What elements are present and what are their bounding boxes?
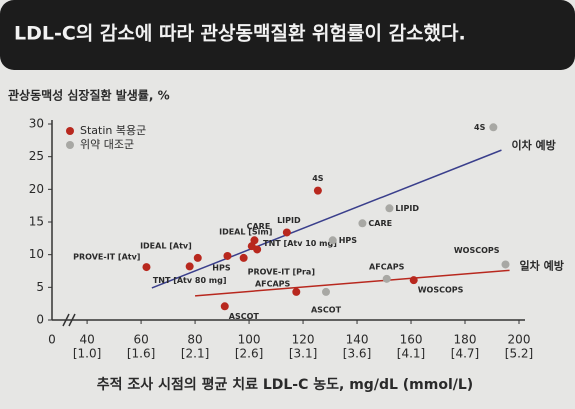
- trend-label: 일차 예방: [520, 258, 564, 272]
- x-tick-mmol: [1.6]: [127, 347, 155, 361]
- x-tick-label: 100: [238, 333, 261, 347]
- y-tick-label: 10: [29, 247, 44, 261]
- point-label: AFCAPS: [255, 279, 291, 288]
- x-tick-label: 180: [454, 333, 477, 347]
- point: [220, 302, 229, 311]
- point-label: 4S: [312, 174, 324, 183]
- point: [282, 228, 291, 237]
- x-tick-label: 120: [292, 333, 315, 347]
- point-label: AFCAPS: [369, 262, 405, 271]
- x-tick-mmol: [3.1]: [289, 347, 317, 361]
- point-label: HPS: [339, 236, 358, 245]
- point-label: WOSCOPS: [418, 286, 464, 295]
- y-tick-label: 30: [29, 117, 44, 131]
- chart-title: LDL-C의 감소에 따라 관상동맥질환 위험률이 감소했다.: [14, 23, 466, 45]
- point-label: HPS: [212, 263, 231, 272]
- x-tick-label: 140: [346, 333, 369, 347]
- x-tick-mmol: [2.6]: [235, 347, 263, 361]
- x-origin-label: 0: [48, 333, 56, 347]
- axis-break: [62, 313, 76, 327]
- point-label: LIPID: [395, 204, 419, 213]
- legend-swatch: [66, 127, 74, 135]
- point-label: WOSCOPS: [454, 246, 500, 255]
- x-tick-label: 200: [508, 333, 531, 347]
- point: [489, 123, 498, 132]
- point-label: IDEAL [Atv]: [140, 241, 192, 250]
- point: [223, 251, 232, 260]
- point: [292, 287, 301, 296]
- point: [358, 219, 367, 228]
- x-tick-mmol: [2.1]: [181, 347, 209, 361]
- point-label: CARE: [247, 222, 271, 231]
- y-tick-label: 0: [36, 313, 44, 327]
- x-axis-label: 추적 조사 시점의 평균 치료 LDL-C 농도, mg/dL (mmol/L): [97, 376, 473, 393]
- point: [409, 276, 418, 285]
- point: [328, 236, 337, 245]
- point-label: TNT [Atv 80 mg]: [153, 276, 227, 285]
- x-tick-label: 60: [133, 333, 148, 347]
- x-tick-mmol: [5.2]: [505, 347, 533, 361]
- x-tick-mmol: [1.0]: [73, 347, 101, 361]
- point: [185, 262, 194, 271]
- y-tick-label: 20: [29, 182, 44, 196]
- point: [313, 186, 322, 195]
- point: [501, 260, 510, 269]
- point: [253, 245, 262, 254]
- point: [385, 204, 394, 213]
- point: [142, 263, 151, 272]
- point-label: PROVE-IT [Pra]: [248, 267, 315, 276]
- legend-label: 위약 대조군: [80, 137, 134, 151]
- point: [239, 253, 248, 262]
- trend-label: 이차 예방: [511, 138, 555, 152]
- point-label: LIPID: [277, 216, 301, 225]
- point: [321, 287, 330, 296]
- x-tick-mmol: [3.6]: [343, 347, 371, 361]
- point: [382, 274, 391, 283]
- point-label: ASCOT: [229, 312, 260, 321]
- x-tick-mmol: [4.7]: [451, 347, 479, 361]
- trend-line: [151, 149, 502, 289]
- point-label: IDEAL [Sim]: [219, 228, 272, 237]
- header-bar: [0, 0, 575, 70]
- legend-label: Statin 복용군: [80, 124, 146, 137]
- y-tick-label: 25: [29, 149, 44, 163]
- x-tick-label: 80: [187, 333, 202, 347]
- y-axis-label: 관상동맥성 심장질환 발생률, %: [8, 88, 170, 103]
- legend-swatch: [66, 141, 74, 149]
- y-tick-label: 5: [36, 280, 44, 294]
- point-label: PROVE-IT [Atv]: [73, 253, 140, 262]
- point-label: ASCOT: [311, 305, 342, 314]
- point-label: CARE: [368, 219, 392, 228]
- x-tick-mmol: [4.1]: [397, 347, 425, 361]
- point-label: TNT [Atv 10 mg]: [263, 239, 337, 248]
- trend-line: [195, 269, 510, 297]
- x-tick-label: 160: [400, 333, 423, 347]
- y-tick-label: 15: [29, 215, 44, 229]
- point: [193, 253, 202, 262]
- x-tick-label: 40: [79, 333, 94, 347]
- point-label: 4S: [474, 123, 486, 132]
